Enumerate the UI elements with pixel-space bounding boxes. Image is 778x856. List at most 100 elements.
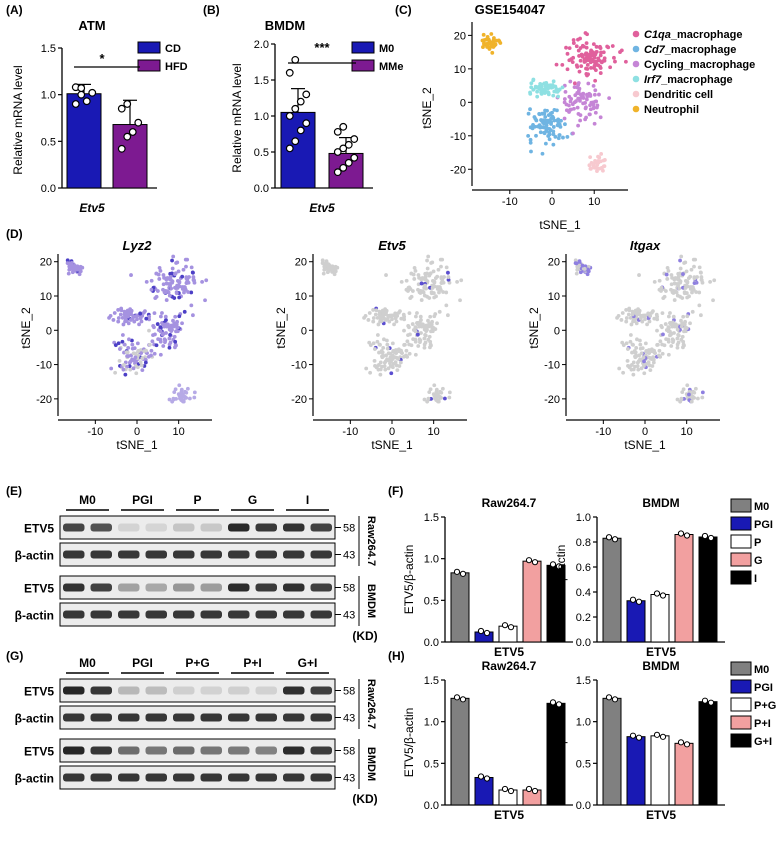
panel-b-bar-chart: BMDM Relative mRNA level Etv5 *** 0.0 0.5…	[230, 18, 403, 215]
panel-d-point	[108, 313, 113, 318]
panel-d-point	[149, 348, 154, 353]
panel-d-point	[427, 321, 432, 326]
panelB-point	[285, 68, 294, 77]
panelF-legend-swatch	[730, 516, 752, 531]
panel-d-point	[661, 296, 666, 301]
panel-label-d: (D)	[6, 227, 23, 241]
panel-d-point	[647, 351, 652, 356]
panel-d-point	[371, 308, 376, 312]
panelG-cell-label: Raw264.7	[365, 679, 377, 729]
panel-d-point	[426, 324, 431, 329]
panelH-legend-label: M0	[754, 664, 769, 676]
panel-c-cluster-point	[612, 55, 616, 60]
panel-d-point	[138, 360, 143, 365]
panel-d-x-tick-label: 0	[134, 426, 140, 438]
panel-d-point	[635, 337, 639, 342]
panelE-group-label: G	[248, 493, 257, 507]
panel-d-point	[447, 390, 452, 395]
panel-d-point	[693, 257, 698, 262]
panel-d-point	[122, 363, 126, 367]
panel-d-x-tick-label: 0	[389, 426, 395, 438]
panel-c-legend-label: Cd7_macrophage	[644, 44, 736, 56]
panelH-point	[677, 739, 685, 746]
panelH-y-tick-label: 1.5	[576, 675, 591, 687]
panel-d-point	[413, 329, 418, 334]
panel-d-point	[111, 318, 116, 322]
panelH-point	[635, 734, 643, 741]
panel-c-cluster-point	[584, 41, 589, 46]
panel-label-f: (F)	[388, 484, 403, 498]
panel-d-point	[697, 265, 702, 270]
panelF-y-tick-label: 1.0	[424, 554, 439, 566]
panel-d-point	[128, 359, 133, 364]
panel-d-point	[574, 271, 579, 276]
panel-d-point	[376, 367, 381, 372]
panel-d-point	[384, 310, 388, 315]
panel-d-point	[684, 283, 689, 288]
panel-d-point	[185, 386, 190, 391]
panel-c-cluster-point	[555, 123, 560, 128]
panelH-point	[659, 733, 667, 740]
panel-c-cluster-point	[487, 39, 492, 44]
panelG-band	[173, 746, 195, 755]
panelF-y-tick-label: 0.8	[576, 537, 591, 549]
panelF-y-tick-label: 1.5	[424, 512, 439, 524]
panel-d-point	[403, 342, 407, 347]
panel-d-point	[633, 354, 638, 358]
panelG-band	[283, 686, 305, 695]
panel-d-point	[416, 344, 421, 348]
panel-d-point	[688, 285, 693, 289]
panel-d-point	[120, 339, 125, 344]
panel-d-point	[158, 352, 163, 357]
panel-d-point	[407, 351, 412, 356]
panelE-group-label: P	[193, 493, 201, 507]
panel-d-point	[422, 276, 427, 281]
panel-d-point	[173, 314, 178, 319]
panel-c-cluster-point	[613, 59, 617, 64]
panel-d-point	[646, 360, 651, 365]
panel-d-point	[364, 366, 369, 371]
panel-d-point	[164, 281, 169, 286]
panelF-point	[635, 598, 643, 605]
panel-d-point	[644, 349, 649, 353]
panel-d-point	[413, 269, 418, 273]
panelE-group-label: M0	[79, 493, 96, 507]
panel-c-legend-swatch	[632, 45, 640, 53]
panel-d-point	[135, 317, 139, 322]
panel-d-point	[419, 322, 424, 327]
panel-d-point	[156, 337, 161, 342]
panelH-bar	[674, 742, 694, 806]
panel-d-point	[389, 371, 394, 376]
panel-d-point	[434, 392, 438, 397]
panelE-band	[228, 583, 250, 592]
panelH-point	[707, 699, 715, 706]
panelG-band	[255, 686, 277, 695]
panelH-bar	[474, 777, 494, 806]
panel-d-point	[629, 322, 634, 327]
panel-d-point	[430, 319, 435, 324]
panel-c-cluster-point	[551, 142, 556, 147]
panelA-point	[117, 104, 126, 113]
panelG-group-label: P+G	[185, 656, 209, 670]
panel-d-point	[368, 370, 373, 375]
panelB-y-tick-label: 1.0	[254, 111, 269, 123]
panel-c-cluster-point	[546, 92, 551, 97]
panel-d-point	[616, 313, 621, 318]
panel-c-cluster-point	[529, 85, 534, 90]
panel-a-xlabel: Etv5	[79, 201, 105, 215]
panelE-cell-label: Raw264.7	[365, 516, 377, 566]
panel-d-point	[133, 355, 138, 360]
panel-d-point	[168, 283, 172, 288]
panel-c-cluster-point	[489, 32, 494, 36]
panelF-y-tick-label: 0.2	[576, 612, 591, 624]
panel-c-tsne: GSE154047 tSNE_1 tSNE_2 -20 -10 0 10 20 -10 0 1…	[420, 2, 755, 232]
panel-d-point	[390, 317, 394, 322]
panel-c-cluster-point	[533, 84, 538, 89]
panel-d-point	[692, 264, 696, 269]
panel-d-point	[138, 311, 143, 316]
panelA-point	[128, 128, 137, 136]
panel-d-point	[150, 339, 155, 344]
panelE-kd-label: 43	[343, 610, 355, 622]
panel-c-cluster-point	[528, 107, 532, 112]
panel-d-point	[129, 353, 134, 358]
